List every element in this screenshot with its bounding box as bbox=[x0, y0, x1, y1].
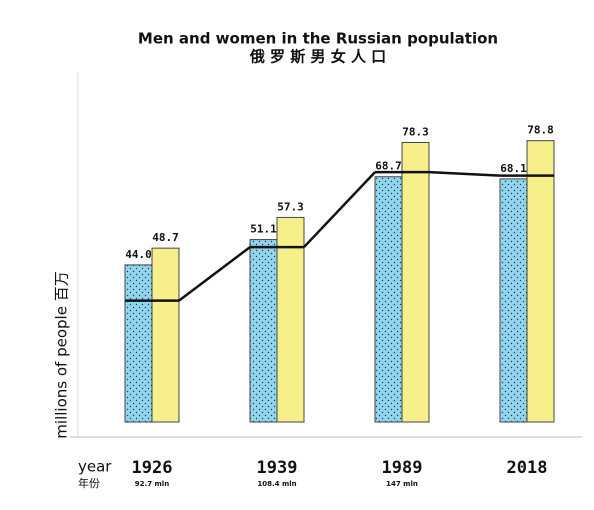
bar bbox=[124, 264, 153, 423]
x-tick-label: 1989 bbox=[382, 458, 423, 478]
bar bbox=[276, 216, 305, 423]
bar bbox=[249, 239, 278, 423]
value-label: 48.7 bbox=[152, 231, 179, 244]
x-tick-sublabel: 92.7 mln bbox=[135, 480, 169, 488]
x-tick-label: 1926 bbox=[132, 458, 173, 478]
x-tick-label: 1939 bbox=[257, 458, 298, 478]
y-axis-label: millions of people 百万 bbox=[53, 271, 71, 438]
x-tick-sublabel: 108.4 mln bbox=[257, 480, 296, 488]
bar bbox=[151, 247, 180, 423]
trend-connector bbox=[303, 171, 376, 248]
value-label: 51.1 bbox=[250, 223, 277, 236]
x-tick-label: 2018 bbox=[507, 458, 548, 478]
value-label: 57.3 bbox=[277, 200, 304, 213]
bar bbox=[374, 176, 403, 423]
value-label: 78.3 bbox=[402, 125, 429, 138]
value-label: 44.0 bbox=[125, 248, 152, 261]
value-label: 68.7 bbox=[375, 160, 402, 173]
value-label: 68.1 bbox=[500, 162, 527, 175]
x-axis-label: year bbox=[78, 458, 112, 476]
x-axis-label-zh: 年份 bbox=[78, 476, 100, 490]
x-tick-sublabel: 147 mln bbox=[386, 480, 418, 488]
trend-connector bbox=[178, 246, 251, 302]
chart-title: Men and women in the Russian population bbox=[138, 30, 498, 48]
bar bbox=[401, 141, 430, 423]
bar bbox=[526, 140, 555, 423]
chart-subtitle: 俄 罗 斯 男 女 人 口 bbox=[249, 48, 386, 66]
bar bbox=[499, 178, 528, 423]
value-label: 78.8 bbox=[527, 124, 554, 137]
trend-connector bbox=[428, 170, 501, 177]
